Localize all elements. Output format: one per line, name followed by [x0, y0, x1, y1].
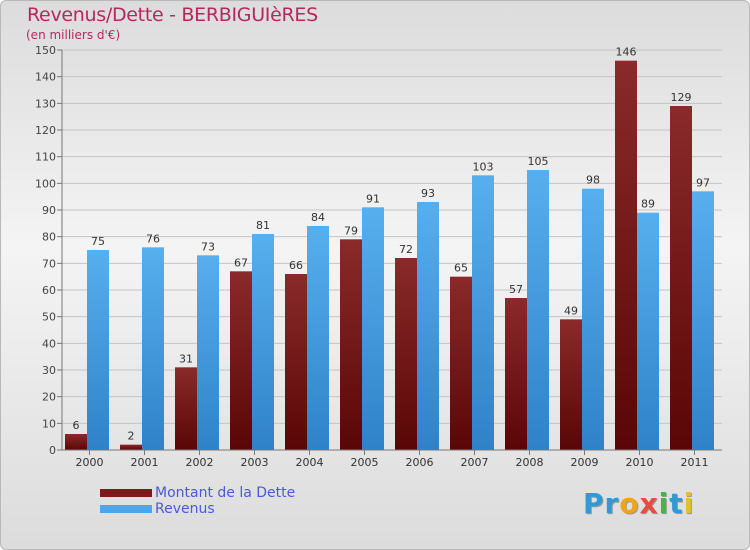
x-tick-label: 2008: [516, 456, 544, 469]
data-label-dette: 49: [564, 304, 578, 317]
y-tick-label: 80: [42, 231, 56, 244]
logo-letter: P: [583, 487, 605, 520]
bar-revenus: [582, 188, 604, 450]
x-tick-label: 2007: [461, 456, 489, 469]
x-tick-label: 2006: [406, 456, 434, 469]
y-tick-label: 120: [35, 124, 56, 137]
bar-revenus: [87, 250, 109, 450]
y-tick-label: 90: [42, 204, 56, 217]
bar-dette: [120, 444, 142, 450]
data-label-dette: 67: [234, 256, 248, 269]
data-label-revenus: 103: [473, 160, 494, 173]
x-tick-label: 2004: [296, 456, 324, 469]
bar-revenus: [197, 255, 219, 450]
data-label-revenus: 75: [91, 235, 105, 248]
bar-revenus: [252, 234, 274, 450]
y-tick-label: 70: [42, 257, 56, 270]
logo-letter: o: [619, 487, 640, 520]
data-label-dette: 146: [616, 46, 637, 59]
legend-label-revenus: Revenus: [155, 501, 215, 517]
bar-dette: [560, 319, 582, 450]
legend-swatch-dette: [100, 489, 152, 497]
bar-dette: [175, 367, 197, 450]
y-tick-label: 40: [42, 337, 56, 350]
y-tick-label: 30: [42, 364, 56, 377]
bar-dette: [505, 298, 527, 450]
x-tick-label: 2001: [131, 456, 159, 469]
data-label-revenus: 105: [528, 155, 549, 168]
bar-revenus: [362, 207, 384, 450]
x-tick-label: 2009: [571, 456, 599, 469]
y-tick-label: 50: [42, 311, 56, 324]
data-label-revenus: 93: [421, 187, 435, 200]
x-tick-label: 2011: [681, 456, 709, 469]
data-label-dette: 129: [671, 91, 692, 104]
chart-subtitle: (en milliers d'€): [26, 28, 121, 42]
logo-letter: r: [604, 487, 620, 520]
data-label-revenus: 97: [696, 176, 710, 189]
x-tick-label: 2000: [76, 456, 104, 469]
bar-dette: [65, 434, 87, 450]
logo-letter: t: [669, 487, 684, 520]
data-label-dette: 2: [128, 430, 135, 443]
bar-revenus: [692, 191, 714, 451]
data-label-revenus: 91: [366, 192, 380, 205]
bar-dette: [340, 239, 362, 450]
bar-revenus: [142, 247, 164, 450]
y-tick-label: 100: [35, 177, 56, 190]
bar-dette: [615, 60, 637, 451]
bar-dette: [395, 258, 417, 450]
bar-revenus: [472, 175, 494, 451]
data-label-revenus: 84: [311, 211, 325, 224]
data-label-revenus: 98: [586, 174, 600, 187]
data-label-revenus: 76: [146, 232, 160, 245]
legend-label-dette: Montant de la Dette: [155, 485, 296, 501]
y-tick-label: 140: [35, 71, 56, 84]
bar-revenus: [307, 226, 329, 450]
y-tick-label: 10: [42, 417, 56, 430]
data-label-dette: 66: [289, 259, 303, 272]
y-tick-label: 0: [49, 444, 56, 457]
logo-letter: i: [683, 487, 695, 520]
bar-dette: [285, 274, 307, 450]
y-tick-label: 60: [42, 284, 56, 297]
data-label-revenus: 89: [641, 198, 655, 211]
x-tick-label: 2003: [241, 456, 269, 469]
chart-title: Revenus/Dette - BERBIGUIèRES: [27, 4, 318, 26]
legend-swatch-revenus: [100, 505, 152, 513]
proxiti-logo: Proxiti: [583, 487, 694, 520]
logo-letter: x: [639, 487, 659, 520]
bar-dette: [450, 276, 472, 450]
data-label-dette: 79: [344, 224, 358, 237]
data-label-dette: 6: [73, 419, 80, 432]
data-label-dette: 57: [509, 283, 523, 296]
y-tick-label: 150: [35, 44, 56, 57]
bar-revenus: [527, 170, 549, 450]
data-label-revenus: 81: [256, 219, 270, 232]
y-tick-label: 110: [35, 151, 56, 164]
x-tick-label: 2002: [186, 456, 214, 469]
data-label-dette: 31: [179, 352, 193, 365]
bar-revenus: [637, 212, 659, 450]
logo-letter: i: [658, 487, 670, 520]
x-tick-label: 2005: [351, 456, 379, 469]
x-tick-label: 2010: [626, 456, 654, 469]
data-label-revenus: 73: [201, 240, 215, 253]
y-tick-label: 20: [42, 391, 56, 404]
data-label-dette: 72: [399, 243, 413, 256]
data-label-dette: 65: [454, 262, 468, 275]
bar-dette: [670, 106, 692, 450]
y-tick-label: 130: [35, 97, 56, 110]
bar-revenus: [417, 202, 439, 450]
bar-dette: [230, 271, 252, 450]
